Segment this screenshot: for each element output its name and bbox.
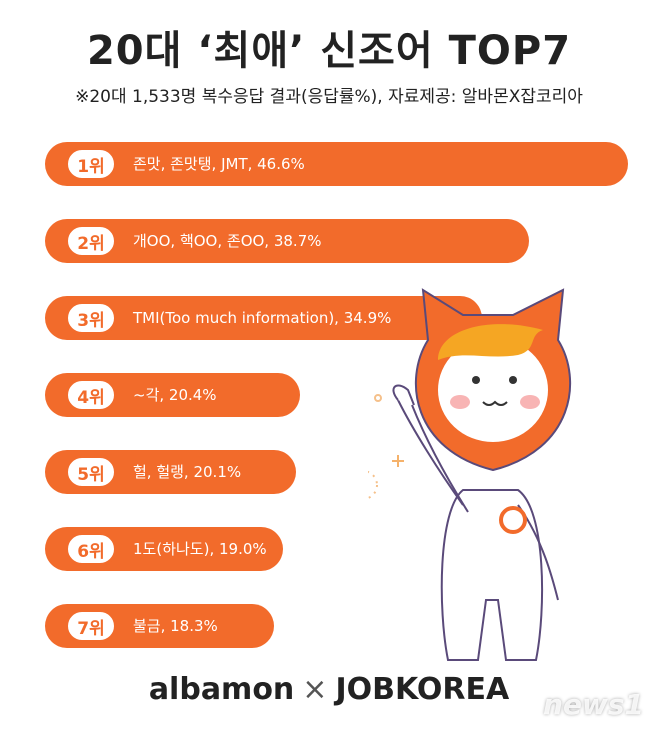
rank-badge: 3위 (65, 301, 117, 335)
rank-badge: 7위 (65, 609, 117, 643)
logo-separator: × (302, 672, 328, 707)
bar-label: ~각, 20.4% (133, 386, 217, 404)
bar-6: 6위 1도(하나도), 19.0% (45, 527, 283, 571)
rank-badge: 4위 (65, 378, 117, 412)
chart-title: 20대 ‘최애’ 신조어 TOP7 (86, 28, 572, 74)
bar-3: 3위 TMI(Too much information), 34.9% (45, 296, 482, 340)
bar-5: 5위 헐, 헐랭, 20.1% (45, 450, 296, 494)
bar-label: 불금, 18.3% (133, 617, 218, 635)
news1-watermark: news1 (543, 688, 644, 721)
chart-subtitle: ※20대 1,533명 복수응답 결과(응답률%), 자료제공: 알바몬X잡코리… (75, 87, 583, 107)
bar-label: 존맛, 존맛탱, JMT, 46.6% (133, 155, 305, 173)
rank-badge: 2위 (65, 224, 117, 258)
rank-badge: 5위 (65, 455, 117, 489)
bar-4: 4위 ~각, 20.4% (45, 373, 300, 417)
bar-label: 1도(하나도), 19.0% (133, 540, 267, 558)
mascot-illustration (368, 288, 572, 661)
bar-7: 7위 불금, 18.3% (45, 604, 274, 648)
rank-badge: 6위 (65, 532, 117, 566)
bar-label: 헐, 헐랭, 20.1% (133, 463, 242, 481)
rank-badge: 1위 (65, 147, 117, 181)
bar-label: 개OO, 핵OO, 존OO, 38.7% (133, 232, 322, 250)
jobkorea-logo: JOBKOREA (335, 672, 510, 707)
bar-2: 2위 개OO, 핵OO, 존OO, 38.7% (45, 219, 529, 263)
footer-logos: albamon × JOBKOREA (0, 672, 658, 707)
albamon-logo: albamon (148, 672, 295, 707)
bar-label: TMI(Too much information), 34.9% (133, 309, 392, 327)
bar-1: 1위 존맛, 존맛탱, JMT, 46.6% (45, 142, 628, 186)
